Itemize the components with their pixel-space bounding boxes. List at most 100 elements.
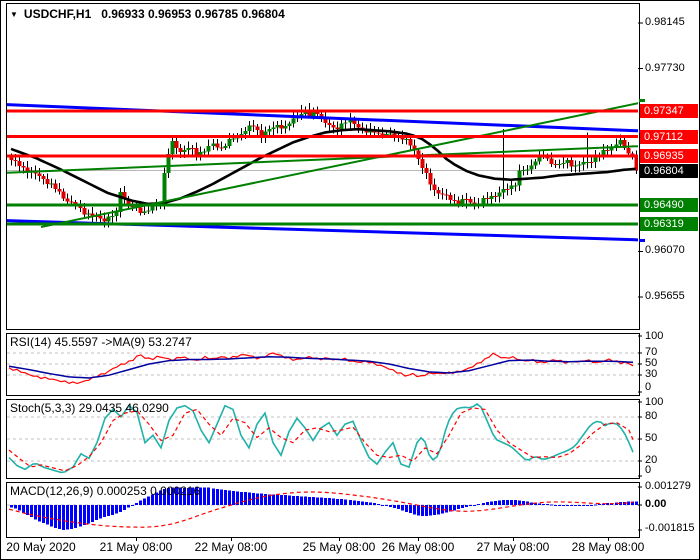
candle (283, 126, 288, 129)
macd-bar (381, 504, 384, 506)
macd-bar (260, 493, 263, 505)
candle (505, 188, 510, 190)
macd-bar (228, 490, 231, 505)
macd-bar (300, 496, 303, 505)
macd-bar (361, 501, 364, 505)
macd-bar (461, 505, 464, 509)
candle (287, 123, 292, 127)
macd-bar (546, 504, 549, 506)
candle (178, 148, 183, 152)
candle (45, 179, 50, 184)
macd-bar (413, 505, 416, 515)
candle (452, 199, 457, 201)
candle (501, 188, 506, 193)
macd-bar (373, 503, 376, 505)
macd-bar (308, 496, 311, 505)
candle (460, 199, 465, 205)
macd-bar (429, 505, 432, 516)
candle (9, 155, 14, 160)
candle (90, 213, 95, 216)
macd-bar (502, 500, 505, 505)
time-axis-label: 27 May 08:00 (476, 540, 550, 554)
macd-bar (469, 505, 472, 506)
macd-bar (107, 505, 110, 516)
candle (509, 185, 514, 190)
candle (428, 172, 433, 185)
macd-bar (288, 495, 291, 505)
candle (25, 167, 30, 173)
macd-bar (409, 505, 412, 514)
candle (356, 123, 361, 128)
candle (239, 134, 244, 136)
macd-bar (518, 500, 521, 505)
macd-bar (187, 487, 190, 505)
candle (146, 210, 151, 212)
time-axis-label: 25 May 08:00 (302, 540, 376, 554)
candle (186, 147, 191, 151)
macd-bar (606, 503, 609, 505)
candle (17, 160, 22, 166)
chart-title: ▼ USDCHF,H1 0.96933 0.96953 0.96785 0.9680… (10, 7, 285, 21)
candle (376, 132, 381, 134)
macd-bar (477, 503, 480, 505)
candle (440, 193, 445, 195)
macd-bar (441, 505, 444, 514)
macd-bar (139, 500, 142, 505)
candle (601, 149, 606, 155)
macd-bar (393, 505, 396, 508)
candle (605, 149, 610, 151)
price-badge: 0.96935 (640, 149, 698, 164)
candle (65, 198, 70, 202)
candle (78, 205, 83, 208)
candle (513, 185, 518, 187)
candle (174, 140, 179, 149)
macd-bar (449, 505, 452, 512)
macd-bar (550, 504, 553, 506)
macd-bar (207, 487, 210, 505)
macd-bar (175, 487, 178, 505)
macd-bar (66, 505, 69, 530)
candle (489, 196, 494, 200)
macd-bar (62, 505, 65, 530)
macd-bar (631, 501, 634, 505)
candle (57, 189, 62, 192)
candle (593, 155, 598, 163)
candle (227, 138, 232, 147)
candle (525, 169, 530, 171)
price-badge: 0.97112 (640, 129, 698, 144)
macd-bar (357, 500, 360, 505)
macd-bar (344, 499, 347, 505)
macd-bar (320, 497, 323, 505)
macd-bar (401, 505, 404, 511)
candle (247, 125, 252, 131)
candle (626, 147, 631, 154)
time-axis-label: 21 May 08:00 (99, 540, 173, 554)
candle (420, 158, 425, 168)
candle (424, 167, 429, 173)
macd-bar (530, 502, 533, 505)
candle (102, 218, 107, 222)
dropdown-icon[interactable]: ▼ (10, 10, 18, 19)
macd-bar (199, 487, 202, 505)
time-axis-label: 22 May 08:00 (194, 540, 268, 554)
indicator-tick-label: 30 (645, 368, 658, 381)
candle (380, 133, 385, 136)
candle (267, 128, 272, 132)
candle (303, 112, 308, 114)
macd-bar (465, 505, 468, 508)
macd-title: MACD(12,26,9) 0.000253 0.000216 (10, 484, 201, 498)
candle (259, 129, 264, 137)
macd-bar (30, 505, 33, 518)
macd-bar (510, 499, 513, 505)
candle (553, 164, 558, 166)
macd-bar (336, 498, 339, 505)
macd-bar (566, 505, 569, 506)
macd-bar (143, 498, 146, 505)
macd-bar (50, 505, 53, 527)
indicator-tick-label: 80 (645, 409, 658, 422)
indicator-tick-label: 70 (645, 345, 658, 358)
macd-bar (389, 505, 392, 507)
rsi-title: RSI(14) 45.5597 ->MA(9) 53.2747 (10, 335, 192, 349)
macd-bar (284, 495, 287, 505)
